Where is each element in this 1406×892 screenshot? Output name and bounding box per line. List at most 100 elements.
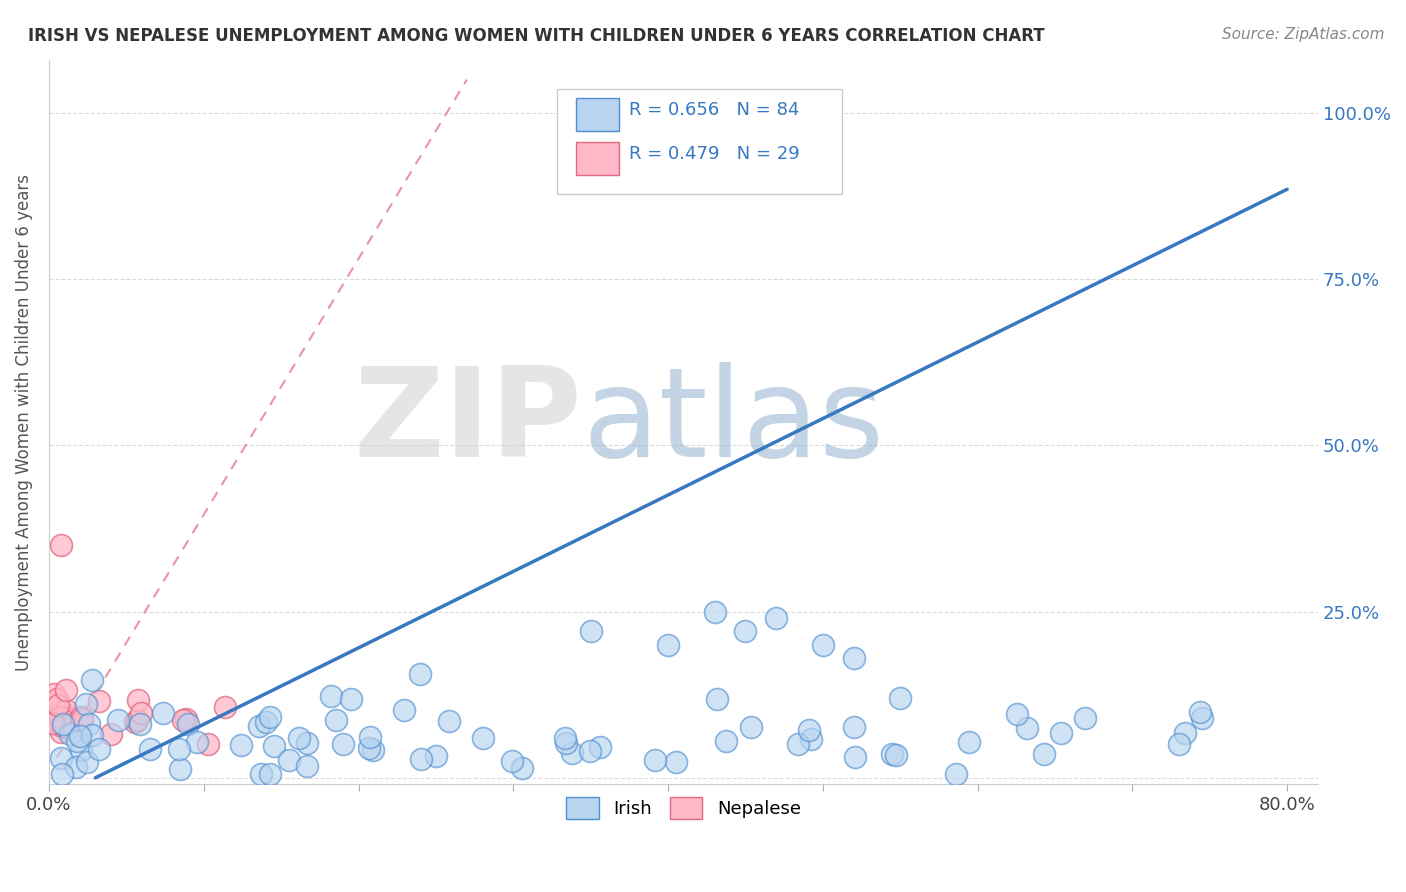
Point <box>129 706 152 721</box>
Point <box>55 708 77 723</box>
Point <box>706 691 728 706</box>
Point <box>263 739 285 753</box>
Point <box>56 709 79 723</box>
Point <box>89 694 111 708</box>
Point <box>554 731 576 745</box>
Point <box>66 733 89 747</box>
Point <box>42 716 65 731</box>
Point <box>278 753 301 767</box>
Point <box>797 723 820 737</box>
Point <box>1073 711 1095 725</box>
Point <box>957 735 980 749</box>
Point <box>1168 737 1191 751</box>
Point <box>48 710 70 724</box>
Point <box>82 728 104 742</box>
Point <box>361 742 384 756</box>
Point <box>880 747 903 761</box>
Point <box>55 703 77 717</box>
Point <box>72 712 94 726</box>
Point <box>554 736 576 750</box>
Point <box>152 706 174 720</box>
Point <box>510 761 533 775</box>
Point <box>579 744 602 758</box>
Point <box>665 755 688 769</box>
Point <box>288 731 311 745</box>
Text: atlas: atlas <box>582 361 884 483</box>
Point <box>214 699 236 714</box>
FancyBboxPatch shape <box>575 142 619 175</box>
Point <box>787 737 810 751</box>
Point <box>124 715 146 730</box>
Point <box>1005 707 1028 722</box>
Point <box>1189 705 1212 719</box>
Point <box>644 753 666 767</box>
Point <box>295 759 318 773</box>
Point <box>42 698 65 712</box>
Point <box>65 760 87 774</box>
Point <box>259 710 281 724</box>
Text: IRISH VS NEPALESE UNEMPLOYMENT AMONG WOMEN WITH CHILDREN UNDER 6 YEARS CORRELATI: IRISH VS NEPALESE UNEMPLOYMENT AMONG WOM… <box>28 27 1045 45</box>
Point <box>714 734 737 748</box>
Point <box>46 698 69 713</box>
Point <box>197 738 219 752</box>
Point <box>325 713 347 727</box>
Point <box>800 732 823 747</box>
Point <box>392 703 415 717</box>
Point <box>77 717 100 731</box>
Point <box>87 741 110 756</box>
Point <box>425 748 447 763</box>
Point <box>52 717 75 731</box>
Point <box>76 756 98 770</box>
Point <box>1033 747 1056 762</box>
Point <box>340 692 363 706</box>
Point <box>561 746 583 760</box>
Point <box>42 687 65 701</box>
Point <box>657 638 679 652</box>
Point <box>945 767 967 781</box>
Text: ZIP: ZIP <box>353 361 582 483</box>
Point <box>250 767 273 781</box>
Text: R = 0.479   N = 29: R = 0.479 N = 29 <box>628 145 800 163</box>
Point <box>174 712 197 726</box>
Point <box>169 762 191 776</box>
Point <box>70 710 93 724</box>
Point <box>127 693 149 707</box>
Y-axis label: Unemployment Among Women with Children Under 6 years: Unemployment Among Women with Children U… <box>15 174 32 671</box>
Text: R = 0.656   N = 84: R = 0.656 N = 84 <box>628 102 800 120</box>
Point <box>409 667 432 681</box>
Point <box>49 725 72 739</box>
Point <box>229 738 252 752</box>
Point <box>359 730 381 744</box>
Point <box>46 691 69 706</box>
Point <box>259 767 281 781</box>
Point <box>501 754 523 768</box>
Point <box>51 715 73 730</box>
Point <box>765 611 787 625</box>
Point <box>297 736 319 750</box>
Point <box>844 749 866 764</box>
Point <box>51 751 73 765</box>
Point <box>703 605 725 619</box>
Point <box>359 740 381 755</box>
Point <box>1017 721 1039 735</box>
Legend: Irish, Nepalese: Irish, Nepalese <box>560 789 808 826</box>
Point <box>167 742 190 756</box>
Point <box>472 731 495 746</box>
Point <box>844 720 866 734</box>
Point <box>172 713 194 727</box>
Point <box>51 767 73 781</box>
Point <box>75 697 97 711</box>
Point <box>254 714 277 729</box>
Point <box>811 638 834 652</box>
Point <box>60 715 83 730</box>
Point <box>332 737 354 751</box>
Point <box>51 719 73 733</box>
FancyBboxPatch shape <box>557 88 842 194</box>
Point <box>409 752 432 766</box>
Point <box>52 709 75 723</box>
Text: Source: ZipAtlas.com: Source: ZipAtlas.com <box>1222 27 1385 42</box>
Point <box>125 713 148 727</box>
Point <box>889 690 911 705</box>
Point <box>1191 711 1213 725</box>
Point <box>100 727 122 741</box>
